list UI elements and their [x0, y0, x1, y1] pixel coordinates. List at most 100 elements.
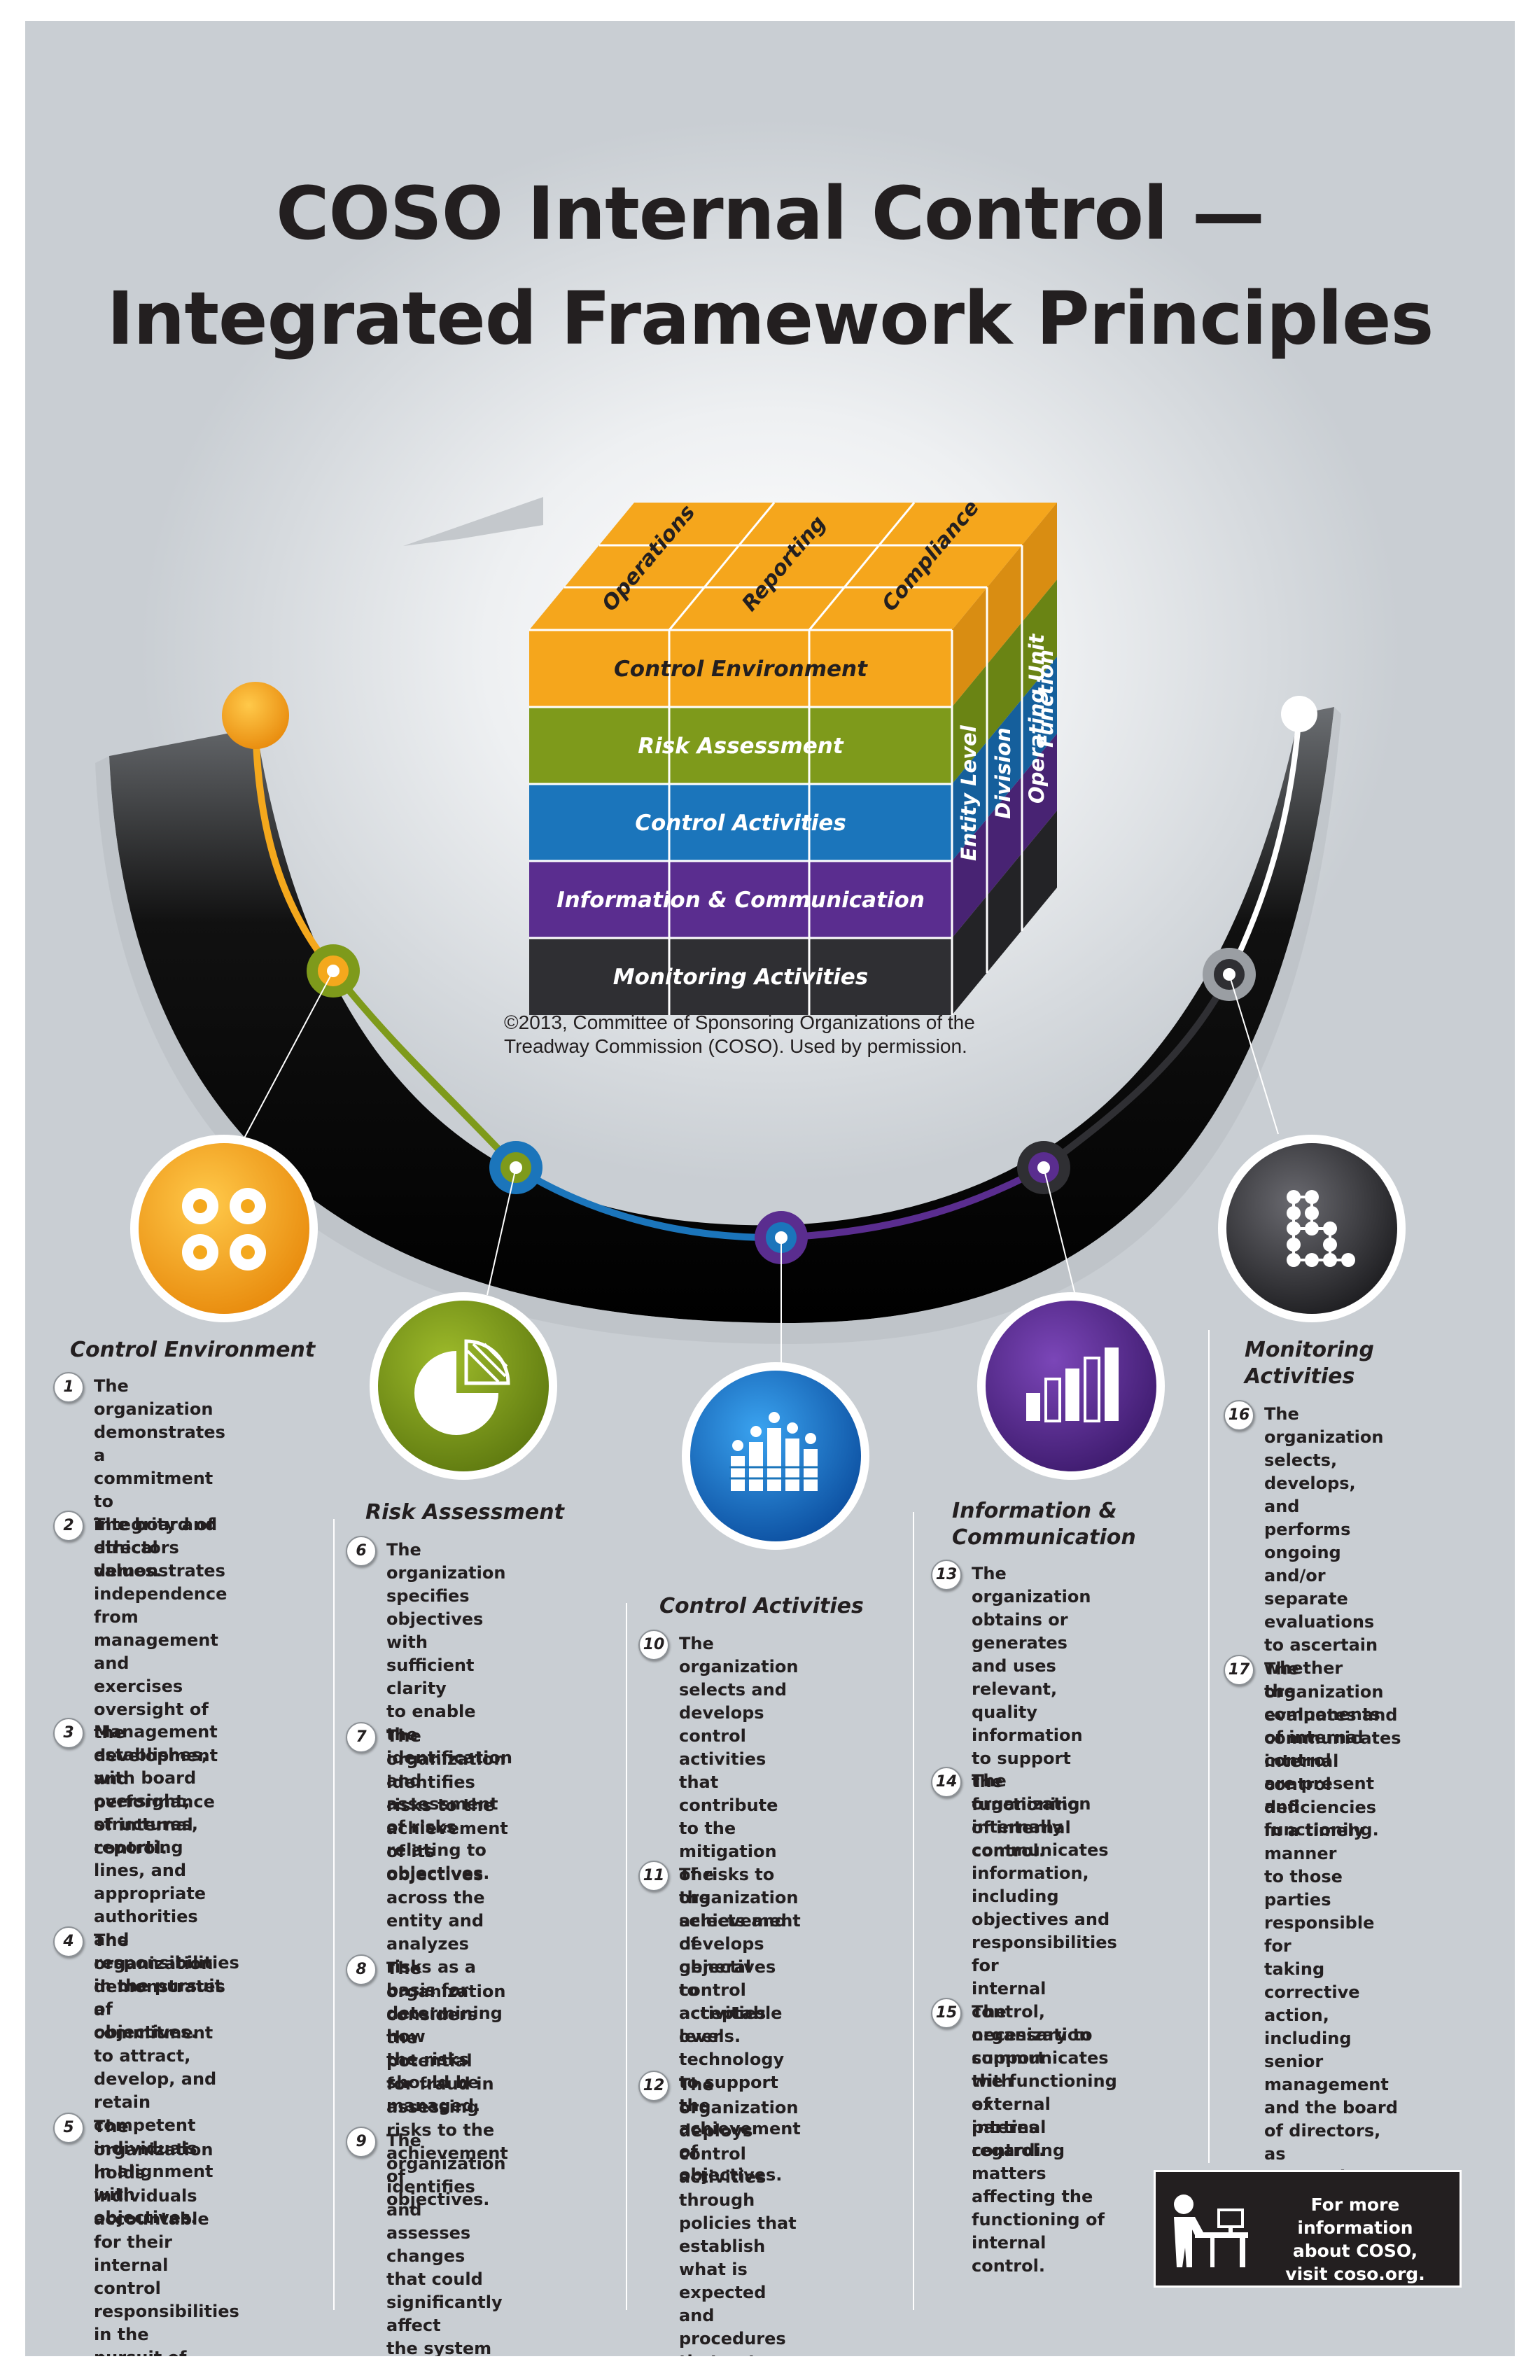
cube-front-label-monitoring-activities: Monitoring Activities — [613, 965, 869, 990]
principle-line: obtains or generates — [972, 1610, 1068, 1653]
person-at-desk-icon — [1174, 2194, 1248, 2267]
cube-side-label-function: Function — [1034, 650, 1058, 748]
principle-line: are present — [1264, 1774, 1375, 1793]
principle-line: pursuit of objectives. — [94, 2346, 239, 2356]
principle-number: 16 — [1224, 1400, 1254, 1431]
principle-number: 11 — [638, 1861, 669, 1891]
principle-line: objectives to — [679, 1957, 776, 2000]
principle-number: 12 — [638, 2071, 669, 2101]
principle-line: what is expected — [679, 2260, 766, 2302]
principle-line: and functioning. — [1264, 1797, 1379, 1840]
principle-line: managed. — [386, 2096, 481, 2115]
principle-line: contribute to the — [679, 1795, 778, 1838]
principle-line: affecting the — [972, 2187, 1093, 2206]
poster: COSO Internal Control — Integrated Frame… — [25, 21, 1515, 2356]
principle-line: The organization — [386, 1726, 506, 1769]
principle-line: internal control, — [972, 1979, 1046, 2022]
copyright-line-1: ©2013, Committee of Sponsoring Organizat… — [504, 1011, 975, 1033]
principle-line: The organization — [972, 1564, 1091, 1606]
principle-text: The organization internally communicates… — [972, 1770, 1117, 2162]
cube-side-purple — [952, 734, 1057, 938]
principle-line: internal control — [94, 2255, 169, 2298]
principle-line: objectives. — [94, 2208, 197, 2227]
cube-side-label-entity-level: Entity Level — [957, 724, 981, 861]
principle-text: The organization communicates with exter… — [972, 2001, 1109, 2278]
principle-text: The organization demonstrates a commitme… — [94, 1929, 225, 2230]
principle-line: exercises oversight of — [94, 1676, 209, 1719]
column-divider — [913, 1512, 914, 2310]
principle-line: The organization — [1264, 1404, 1384, 1447]
principle-line: and responsibilities — [94, 1930, 239, 1973]
principle-line: to support the — [679, 2073, 778, 2115]
cube-front-label-information-communication: Information & Communication — [556, 888, 925, 913]
path-green — [330, 968, 519, 1170]
principle-line: objectives. — [386, 2190, 490, 2209]
principle-line: The organization — [1264, 1659, 1384, 1702]
principle-line: objectives across the — [386, 1865, 485, 1907]
principle-text: The organization identifies and assesses… — [386, 2129, 505, 2356]
heading-control-environment: Control Environment — [70, 1338, 316, 1362]
principle-line: individuals — [94, 2186, 197, 2206]
principle-line: the components — [1264, 1681, 1380, 1724]
info-box[interactable]: For more information about COSO, visit c… — [1154, 2170, 1462, 2288]
cube-row-information-communication — [529, 861, 952, 938]
principle-line: objectives. — [679, 2165, 783, 2185]
principle-line: achievement of — [386, 2143, 508, 2186]
principle-line: and the board — [1264, 2098, 1398, 2118]
principle-line: to enable the — [386, 1702, 476, 1744]
principle-line: necessary to support — [972, 2025, 1093, 2068]
column-divider — [333, 1519, 335, 2310]
principle-line: commitment to — [94, 1469, 214, 1511]
info-text: For more information about COSO, visit c… — [1261, 2193, 1450, 2286]
principle-line: evaluates and — [1264, 1705, 1398, 1725]
principle-line: objectives and — [972, 1910, 1110, 1929]
principle-text: The organization evaluates and communica… — [1264, 1658, 1401, 2189]
info-line: For more information — [1297, 2194, 1413, 2238]
path-end-node — [1281, 696, 1317, 732]
principle-line: establishes, with board — [94, 1745, 208, 1788]
path-orange — [252, 715, 336, 974]
principle-line: significantly affect — [386, 2292, 503, 2335]
principle-line: activities through — [679, 2167, 766, 2210]
title-line-1: COSO Internal Control — — [276, 171, 1265, 256]
principle-line: regarding matters — [972, 2141, 1065, 2183]
principle-text: The organization holds individuals accou… — [94, 2115, 239, 2356]
principle-line: that put policies — [679, 2351, 798, 2356]
principle-line: with sufficient clarity — [386, 1632, 475, 1698]
path-start-node — [222, 682, 289, 749]
info-link[interactable]: visit coso.org. — [1285, 2264, 1425, 2284]
principle-line: determining how — [386, 2003, 503, 2046]
principle-line: action, including — [1264, 2005, 1352, 2048]
equalizer-icon — [682, 1362, 869, 1550]
principle-text: Management establishes, with board overs… — [94, 1721, 239, 2044]
principle-line: communicates — [1264, 1728, 1401, 1748]
principle-number: 9 — [346, 2127, 377, 2157]
connector-control-environment — [234, 970, 334, 1156]
connector-risk-assessment — [486, 1167, 517, 1296]
principle-line: relating to objectives. — [386, 1840, 490, 1883]
principle-text: The organization considers the potential… — [386, 1957, 508, 2211]
path-purple — [780, 1164, 1046, 1241]
principle-line: management and — [94, 1630, 218, 1673]
principle-line: achievement of — [679, 2119, 801, 2162]
heading-information-communication: Information & Communication — [952, 1498, 1136, 1551]
principle-line: develop, and retain — [94, 2069, 217, 2112]
principle-line: selects and develops — [679, 1680, 787, 1723]
principle-line: identifies risks to the — [386, 1772, 495, 1815]
principle-line: The organization — [94, 1376, 214, 1419]
principle-line: The organization holds — [94, 2117, 214, 2183]
principle-text: The board of directors demonstrates inde… — [94, 1513, 227, 1860]
principle-line: identification and — [386, 1748, 512, 1791]
principle-line: acceptable levels. — [679, 2003, 783, 2046]
principle-line: demonstrates a — [94, 1422, 225, 1465]
principle-line: information, including — [972, 1863, 1089, 1906]
principle-line: internal control. — [972, 2233, 1046, 2276]
cube-side-green — [952, 580, 1057, 784]
principle-number: 3 — [53, 1718, 84, 1749]
heading-line: Information & — [952, 1499, 1117, 1523]
principle-line: considers the potential — [386, 2005, 477, 2071]
cube-side-label-operating-unit: Operating Unit — [1025, 634, 1049, 804]
heading-line: Monitoring — [1245, 1338, 1374, 1362]
principle-line: demonstrates a — [94, 1977, 225, 2019]
principle-line: achievement of its — [386, 1819, 508, 1861]
